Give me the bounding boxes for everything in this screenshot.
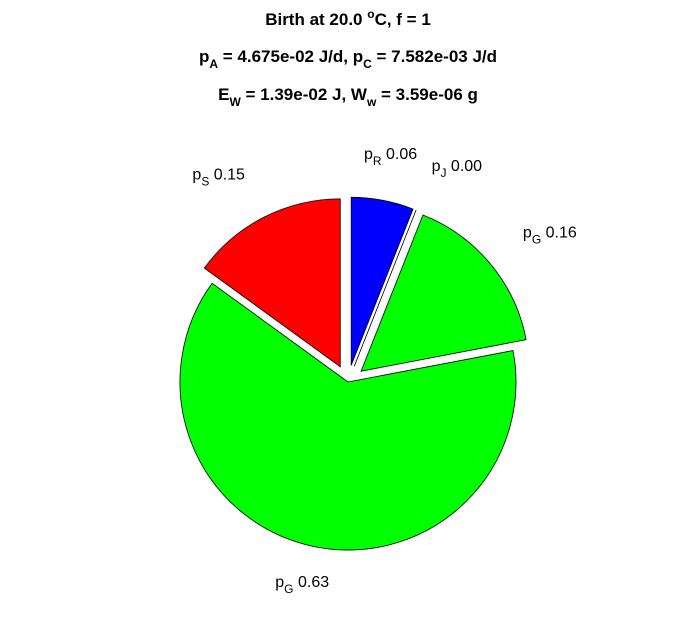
title-run: p <box>199 47 209 66</box>
title-run: C, f = 1 <box>375 10 431 29</box>
title-run: A <box>209 57 218 71</box>
label-value: 0.16 <box>546 224 577 241</box>
title-run: W <box>229 95 241 109</box>
chart-title: pA = 4.675e-02 J/d, pC = 7.582e-03 J/d <box>199 47 497 71</box>
slice-label: pG 0.63 <box>275 574 329 596</box>
label-sub: S <box>201 175 209 189</box>
chart-title: EW = 1.39e-02 J, Ww = 3.59e-06 g <box>218 85 478 109</box>
pie-slice <box>203 198 341 368</box>
slice-label: pR 0.06 <box>364 146 417 168</box>
slice-label: pS 0.15 <box>192 167 245 189</box>
label-name: p <box>192 167 201 184</box>
title-run: = 3.59e-06 g <box>376 85 478 104</box>
title-run: o <box>367 7 374 21</box>
slice-label: pG 0.16 <box>523 224 577 246</box>
label-value: 0.00 <box>451 158 482 175</box>
label-name: p <box>275 574 284 591</box>
pie-slice <box>350 196 414 366</box>
title-run: w <box>366 95 377 109</box>
label-name: p <box>523 224 532 241</box>
label-value: 0.63 <box>298 574 329 591</box>
label-sub: R <box>373 154 382 168</box>
title-run: = 1.39e-02 J, W <box>241 85 368 104</box>
pie-slice <box>179 282 517 551</box>
pie-slice <box>360 214 527 372</box>
label-sub: J <box>440 166 446 180</box>
title-run: = 4.675e-02 J/d, p <box>218 47 363 66</box>
title-run: = 7.582e-03 J/d <box>372 47 497 66</box>
slice-label: pJ 0.00 <box>432 158 483 180</box>
title-run: E <box>218 85 229 104</box>
label-sub: G <box>284 582 293 596</box>
label-value: 0.06 <box>386 146 417 163</box>
title-run: Birth at 20.0 <box>265 10 367 29</box>
label-value: 0.15 <box>214 167 245 184</box>
chart-title: Birth at 20.0 oC, f = 1 <box>265 7 431 29</box>
label-sub: G <box>532 232 541 246</box>
label-name: p <box>364 146 373 163</box>
title-run: C <box>363 57 372 71</box>
label-name: p <box>432 158 441 175</box>
